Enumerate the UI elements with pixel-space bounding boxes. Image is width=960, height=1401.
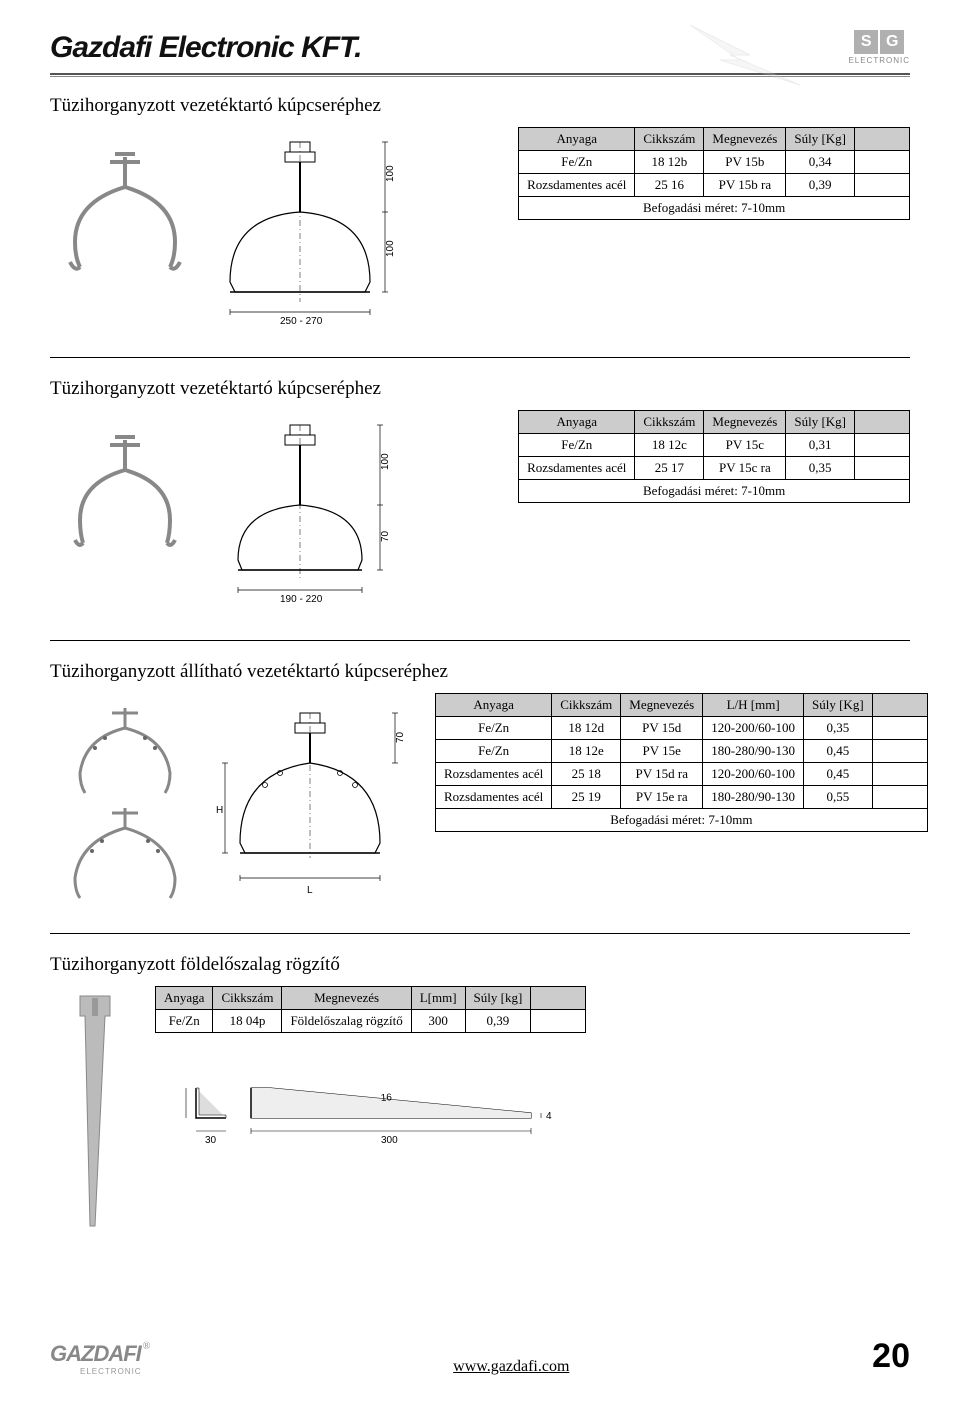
table-row: Rozsdamentes acél 25 19 PV 15e ra 180-28… xyxy=(436,786,928,809)
technical-drawing-4: 30 30 300 16 xyxy=(155,1073,586,1163)
table-footer: Befogadási méret: 7-10mm xyxy=(519,197,910,220)
footer-logo-sub: ELECTRONIC xyxy=(80,1367,142,1376)
svg-text:190 - 220: 190 - 220 xyxy=(280,594,323,605)
svg-text:30: 30 xyxy=(205,1135,217,1146)
svg-text:70: 70 xyxy=(380,530,391,542)
svg-text:100: 100 xyxy=(385,165,396,182)
logo-letter-g: G xyxy=(880,30,904,54)
table-row: Fe/Zn 18 12d PV 15d 120-200/60-100 0,35 xyxy=(436,717,928,740)
section-2-title: Tüzihorganyzott vezetéktartó kúpcseréphe… xyxy=(50,378,910,400)
table-row: Rozsdamentes acél 25 16 PV 15b ra 0,39 xyxy=(519,174,910,197)
table-3: Anyaga Cikkszám Megnevezés L/H [mm] Súly… xyxy=(435,693,928,832)
table-1: Anyaga Cikkszám Megnevezés Súly [Kg] Fe/… xyxy=(518,127,910,220)
section-3-title: Tüzihorganyzott állítható vezetéktartó k… xyxy=(50,661,910,683)
table-footer: Befogadási méret: 7-10mm xyxy=(436,809,928,832)
svg-text:250 - 270: 250 - 270 xyxy=(280,316,323,327)
col-suly: Súly [Kg] xyxy=(786,128,855,151)
product-photo-4 xyxy=(50,986,140,1246)
col-anyaga: Anyaga xyxy=(519,128,635,151)
svg-text:300: 300 xyxy=(381,1135,398,1146)
table-2: Anyaga Cikkszám Megnevezés Súly [Kg] Fe/… xyxy=(518,410,910,503)
section-4: Tüzihorganyzott földelőszalag rögzítő An… xyxy=(50,954,910,1246)
product-photo-1 xyxy=(50,127,200,287)
product-photo-2 xyxy=(50,410,200,570)
table-row: Fe/Zn 18 04p Földelőszalag rögzítő 300 0… xyxy=(156,1010,586,1033)
footer-logo: GAZDAFI ® ELECTRONIC xyxy=(50,1341,150,1376)
page-number: 20 xyxy=(872,1337,910,1376)
footer-logo-text: GAZDAFI xyxy=(50,1341,141,1367)
section-2: Tüzihorganyzott vezetéktartó kúpcseréphe… xyxy=(50,378,910,610)
col-cikkszam: Cikkszám xyxy=(635,128,704,151)
table-footer: Befogadási méret: 7-10mm xyxy=(519,480,910,503)
col-empty xyxy=(855,128,910,151)
logo-letter-s: S xyxy=(854,30,878,54)
footer-url: www.gazdafi.com xyxy=(453,1358,569,1376)
table-4: Anyaga Cikkszám Megnevezés L[mm] Súly [k… xyxy=(155,986,586,1033)
svg-text:4: 4 xyxy=(546,1111,552,1122)
section-4-title: Tüzihorganyzott földelőszalag rögzítő xyxy=(50,954,910,976)
section-3: Tüzihorganyzott állítható vezetéktartó k… xyxy=(50,661,910,903)
svg-text:16: 16 xyxy=(380,1092,392,1104)
technical-drawing-1: 100 100 250 - 270 xyxy=(210,127,410,327)
svg-text:L: L xyxy=(307,885,313,896)
section-divider xyxy=(50,640,910,641)
page-header: Gazdafi Electronic KFT. S G ELECTRONIC xyxy=(50,30,910,65)
logo-subtitle: ELECTRONIC xyxy=(848,56,910,65)
table-row: Rozsdamentes acél 25 17 PV 15c ra 0,35 xyxy=(519,457,910,480)
product-photo-3 xyxy=(50,693,200,903)
svg-text:100: 100 xyxy=(380,453,391,470)
section-divider xyxy=(50,357,910,358)
svg-text:100: 100 xyxy=(385,240,396,257)
section-1-title: Tüzihorganyzott vezetéktartó kúpcseréphe… xyxy=(50,95,910,117)
technical-drawing-3: 70 H L xyxy=(210,693,420,903)
svg-text:30: 30 xyxy=(181,1102,182,1114)
page-footer: GAZDAFI ® ELECTRONIC www.gazdafi.com 20 xyxy=(50,1337,910,1376)
technical-drawing-2: 100 70 190 - 220 xyxy=(210,410,410,610)
logo-sg: S G ELECTRONIC xyxy=(848,30,910,65)
table-row: Fe/Zn 18 12e PV 15e 180-280/90-130 0,45 xyxy=(436,740,928,763)
section-1: Tüzihorganyzott vezetéktartó kúpcseréphe… xyxy=(50,95,910,327)
company-name: Gazdafi Electronic KFT. xyxy=(50,31,362,65)
section-divider xyxy=(50,933,910,934)
table-row: Fe/Zn 18 12b PV 15b 0,34 xyxy=(519,151,910,174)
svg-text:H: H xyxy=(216,805,223,816)
table-row: Fe/Zn 18 12c PV 15c 0,31 xyxy=(519,434,910,457)
col-megnevezes: Megnevezés xyxy=(704,128,786,151)
table-row: Rozsdamentes acél 25 18 PV 15d ra 120-20… xyxy=(436,763,928,786)
svg-text:70: 70 xyxy=(395,731,406,743)
registered-mark: ® xyxy=(143,1341,151,1352)
